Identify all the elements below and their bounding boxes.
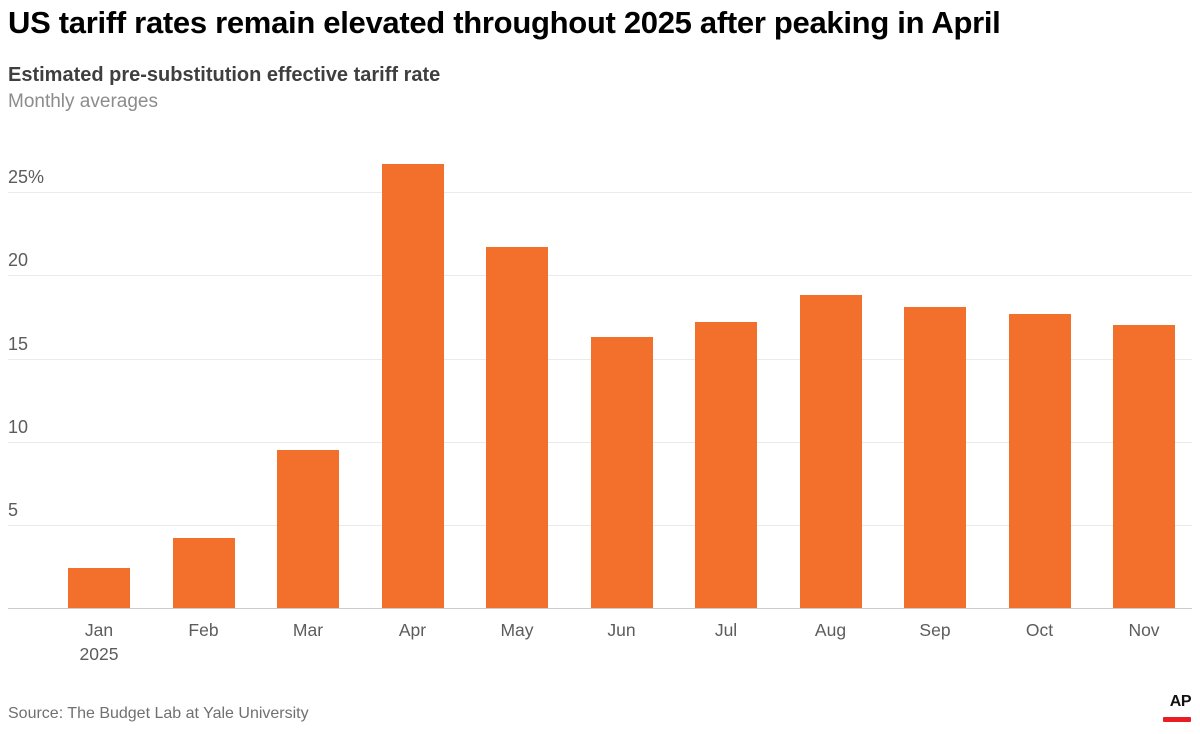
bar-jul [695,321,757,608]
ap-logo-text: AP [1169,693,1192,710]
bar-apr [381,163,444,608]
x-label-nov: Nov [1128,620,1160,640]
y-label-5: 5 [8,499,19,520]
x-label-sep: Sep [919,620,951,640]
y-label-15: 15 [8,333,29,354]
page-title: US tariff rates remain elevated througho… [8,5,1001,40]
x-axis-line [8,608,1192,609]
y-label-25: 25% [8,167,45,188]
x-label-aug: Aug [814,620,847,640]
x-label-may: May [500,620,534,640]
bar-may [486,247,548,608]
bar-nov [1113,325,1175,608]
ap-logo-red-bar [1163,717,1191,722]
x-label-jul: Jul [714,620,738,640]
gridline-20 [8,275,1192,277]
x-label-jun: Jun [607,620,636,640]
bar-jun [590,336,653,608]
bar-aug [799,295,862,608]
bar-feb [172,538,235,608]
x-label-oct: Oct [1025,620,1054,640]
x-label-jan: Jan 2025 [44,618,154,666]
chart-note: Monthly averages [8,91,158,112]
source-credit: Source: The Budget Lab at Yale Universit… [8,705,309,722]
chart-subtitle: Estimated pre-substitution effective tar… [8,64,441,86]
bar-mar [277,450,339,608]
y-label-20: 20 [8,250,29,271]
bar-sep [904,306,966,608]
x-label-feb: Feb [188,620,219,640]
x-label-apr: Apr [398,620,427,640]
y-label-10: 10 [8,416,29,437]
x-label-mar: Mar [292,620,324,640]
ap-logo: AP [1163,693,1192,722]
bar-oct [1008,313,1071,608]
gridline-25 [8,192,1192,194]
x-label-year: 2025 [79,644,119,664]
bar-jan [68,568,130,608]
